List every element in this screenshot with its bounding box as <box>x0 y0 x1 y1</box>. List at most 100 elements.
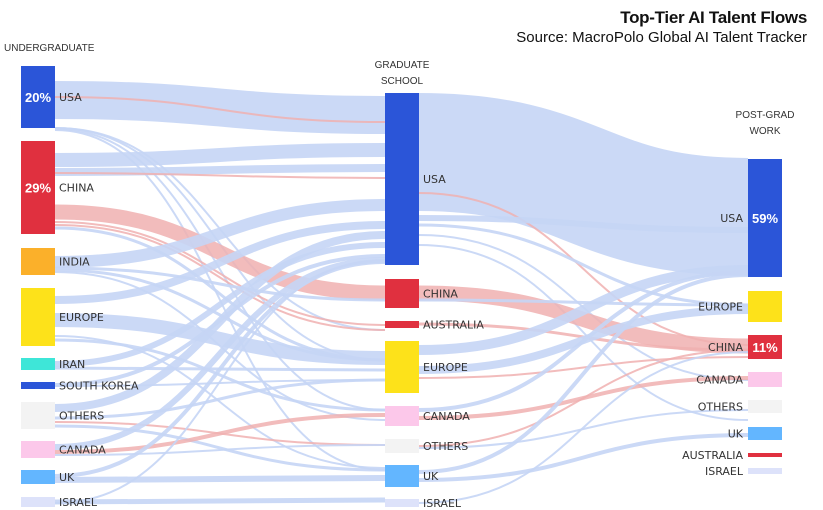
node-label: CHINA <box>708 341 743 354</box>
node-label: ISRAEL <box>59 496 98 509</box>
node-label: INDIA <box>59 256 90 269</box>
flow-undergrad-to-grad <box>54 127 386 361</box>
flow-grad-to-post <box>418 265 749 355</box>
flow-grad-to-post <box>418 273 749 474</box>
flow-grad-to-post <box>418 244 749 421</box>
grad-node-europe: EUROPE <box>385 341 468 393</box>
node-percent: 59% <box>752 211 778 226</box>
flow-undergrad-to-grad <box>54 259 386 504</box>
flow-grad-to-post <box>418 349 749 447</box>
node-bar <box>748 159 782 277</box>
undergrad-node-south-korea: SOUTH KOREA <box>21 380 139 393</box>
node-label: OTHERS <box>698 401 743 414</box>
grad-node-canada: CANADA <box>385 406 470 426</box>
node-label: ISRAEL <box>423 497 462 510</box>
undergrad-node-europe: EUROPE <box>21 288 104 346</box>
node-label: CANADA <box>423 410 470 423</box>
post-node-uk: UK <box>728 427 782 441</box>
undergrad-node-usa: USA 20% <box>21 66 82 128</box>
flow-grad-to-post <box>418 93 749 276</box>
flow-undergrad-to-grad <box>54 444 386 456</box>
node-bar <box>748 468 782 474</box>
flow-grad-to-post <box>418 215 749 233</box>
grad-node-usa: USA <box>385 93 446 265</box>
flow-undergrad-to-grad <box>54 497 386 505</box>
column-header-postgrad: POST-GRAD WORK <box>733 108 797 140</box>
undergrad-node-canada: CANADA <box>21 441 106 458</box>
flow-undergrad-to-grad <box>54 221 386 304</box>
node-bar <box>21 248 55 275</box>
column-header-graduate-line2: SCHOOL <box>380 76 424 87</box>
flow-grad-to-post <box>418 270 749 412</box>
node-bar <box>385 499 419 507</box>
post-node-others: OTHERS <box>698 400 782 414</box>
node-bar <box>385 439 419 453</box>
undergrad-node-india: INDIA <box>21 248 90 275</box>
flow-grad-to-post <box>418 409 749 449</box>
node-bar <box>385 279 419 308</box>
node-bar <box>21 441 55 458</box>
flow-undergrad-to-grad <box>54 338 386 412</box>
node-bar <box>385 406 419 426</box>
node-bar <box>748 372 782 387</box>
node-label: AUSTRALIA <box>682 449 743 462</box>
flow-undergrad-to-grad <box>54 129 386 471</box>
flow-grad-to-post <box>418 351 749 504</box>
node-label: SOUTH KOREA <box>59 380 139 393</box>
grad-node-china: CHINA <box>385 279 458 308</box>
node-label: USA <box>720 212 743 225</box>
flow-undergrad-to-grad <box>54 199 386 268</box>
node-bar <box>385 341 419 393</box>
flow-undergrad-to-grad <box>54 224 386 331</box>
flow-undergrad-to-grad <box>54 128 386 411</box>
node-label: CHINA <box>423 288 458 301</box>
column-header-postgrad-line1: POST-GRAD <box>735 110 795 121</box>
post-node-canada: CANADA <box>696 372 782 387</box>
flow-grad-to-post <box>418 433 749 482</box>
node-bar <box>21 470 55 484</box>
flow-undergrad-to-grad <box>54 96 386 123</box>
node-label: CANADA <box>59 444 106 457</box>
flow-undergrad-to-grad <box>54 424 386 472</box>
node-label: UK <box>59 471 75 484</box>
node-label: USA <box>59 91 82 104</box>
flow-undergrad-to-grad <box>54 242 386 367</box>
chart-title: Top-Tier AI Talent Flows <box>620 8 807 27</box>
post-node-china: CHINA 11% <box>708 335 782 359</box>
node-label: CHINA <box>59 182 94 195</box>
node-bar <box>21 66 55 128</box>
node-bar <box>748 453 782 457</box>
node-bar <box>748 335 782 359</box>
flow-undergrad-to-grad <box>54 143 386 167</box>
node-bar <box>748 291 782 322</box>
grad-node-israel: ISRAEL <box>385 497 462 510</box>
column-header-postgrad-line2: WORK <box>749 126 781 137</box>
undergrad-node-others: OTHERS <box>21 402 104 429</box>
node-percent: 20% <box>25 90 51 105</box>
flow-undergrad-to-grad <box>54 257 386 450</box>
column-header-graduate: GRADUATE SCHOOL <box>370 58 434 90</box>
flow-undergrad-to-grad <box>54 204 386 301</box>
flow-undergrad-to-grad <box>54 81 386 134</box>
flow-undergrad-to-grad <box>54 231 386 412</box>
node-bar <box>385 465 419 487</box>
node-label: EUROPE <box>698 301 743 314</box>
node-label: UK <box>728 428 744 441</box>
column-header-undergraduate: UNDERGRADUATE <box>4 43 95 54</box>
grad-node-others: OTHERS <box>385 439 468 453</box>
node-label: CANADA <box>696 374 743 387</box>
flow-grad-to-post <box>418 285 749 354</box>
flow-undergrad-to-grad <box>54 266 386 302</box>
flow-undergrad-to-grad <box>54 172 386 179</box>
flow-undergrad-to-grad <box>54 475 386 483</box>
node-label: EUROPE <box>423 361 468 374</box>
node-label: OTHERS <box>59 410 104 423</box>
post-node-europe: EUROPE <box>698 291 782 322</box>
post-node-usa: USA 59% <box>720 159 782 277</box>
flow-undergrad-to-grad <box>54 413 386 454</box>
flow-undergrad-to-grad <box>54 313 386 365</box>
node-bar <box>385 93 419 265</box>
post-node-australia: AUSTRALIA <box>682 449 782 462</box>
